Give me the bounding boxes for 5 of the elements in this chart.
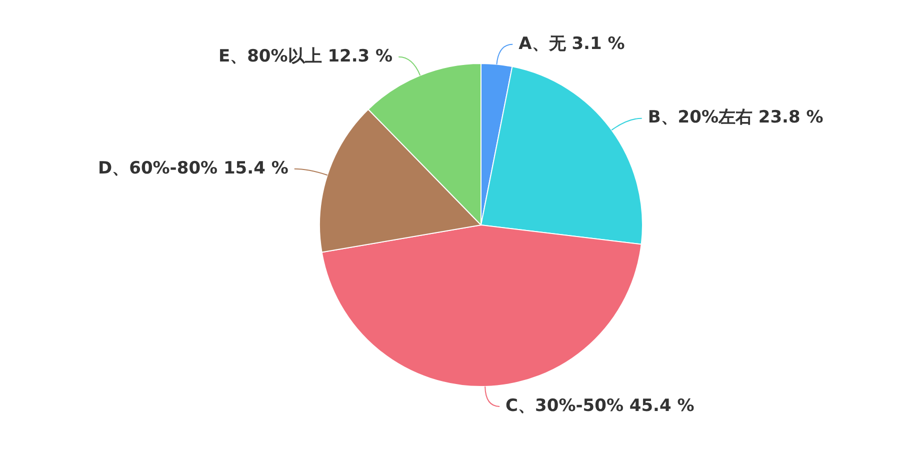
slice-label: C、30%-50% 45.4 %: [506, 396, 694, 416]
slice-label: A、无 3.1 %: [518, 34, 625, 54]
slice-label: B、20%左右 23.8 %: [648, 108, 824, 128]
slice-label: D、60%-80% 15.4 %: [98, 158, 288, 178]
slice-label: E、80%以上 12.3 %: [218, 46, 393, 66]
